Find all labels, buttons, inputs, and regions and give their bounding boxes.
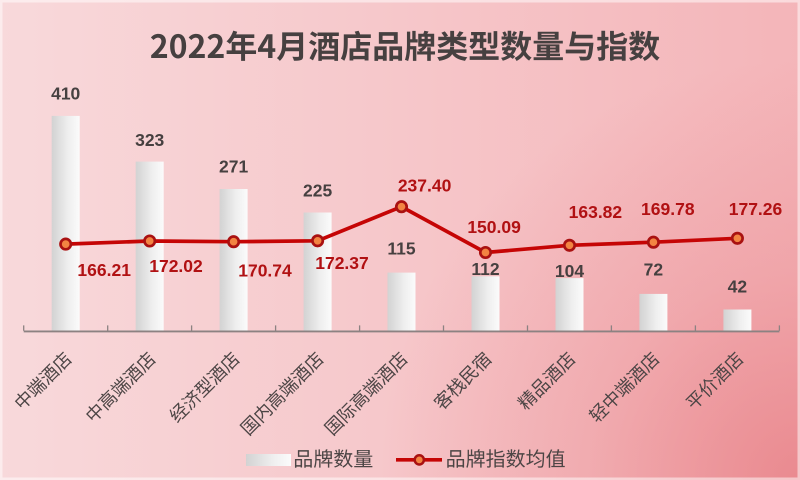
- svg-text:166.21: 166.21: [77, 260, 131, 280]
- svg-text:112: 112: [471, 259, 499, 279]
- svg-text:150.09: 150.09: [467, 217, 521, 237]
- svg-text:172.02: 172.02: [149, 256, 203, 276]
- svg-text:104: 104: [555, 261, 584, 281]
- svg-text:410: 410: [51, 84, 80, 104]
- svg-text:163.82: 163.82: [569, 202, 623, 222]
- svg-text:170.74: 170.74: [238, 261, 292, 281]
- svg-text:115: 115: [387, 238, 415, 258]
- svg-text:271: 271: [219, 157, 248, 177]
- svg-text:323: 323: [135, 130, 164, 150]
- svg-text:72: 72: [644, 260, 664, 280]
- svg-text:172.37: 172.37: [315, 253, 369, 273]
- svg-text:169.78: 169.78: [641, 199, 695, 219]
- svg-text:225: 225: [303, 181, 332, 201]
- svg-text:42: 42: [728, 277, 748, 297]
- svg-text:177.26: 177.26: [729, 199, 783, 219]
- svg-text:237.40: 237.40: [398, 175, 452, 195]
